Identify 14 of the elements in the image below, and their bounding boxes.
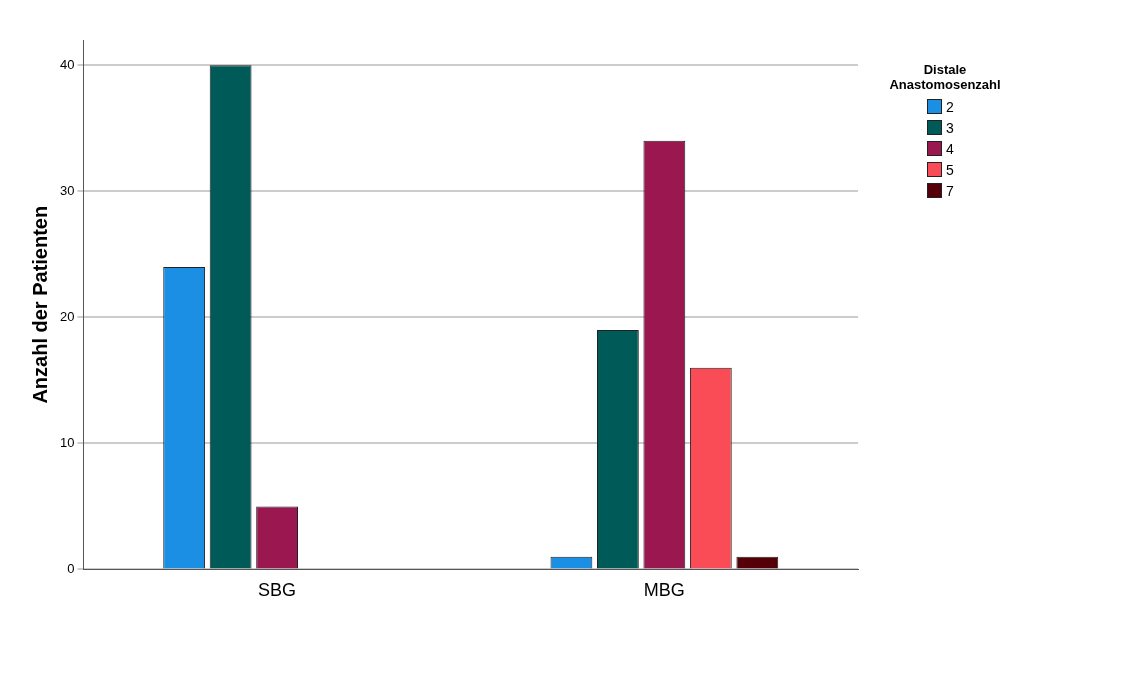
legend-label: 2 [946, 98, 954, 115]
legend-label: 4 [946, 140, 954, 157]
legend-label: 3 [946, 119, 954, 136]
y-tick-label: 40 [59, 56, 75, 72]
y-tick-label: 30 [59, 182, 75, 198]
x-tick-label: MBG [643, 580, 685, 601]
legend-label: 5 [946, 161, 954, 178]
y-tick-label: 0 [67, 560, 75, 576]
legend-title: Distale Anastomosenzahl [888, 62, 1002, 92]
x-tick-label: SBG [258, 580, 297, 601]
y-tick-label: 10 [59, 434, 75, 450]
y-tick-label: 20 [59, 308, 75, 324]
legend-label: 7 [946, 182, 954, 199]
y-axis-title: Anzahl der Patienten [28, 205, 51, 404]
